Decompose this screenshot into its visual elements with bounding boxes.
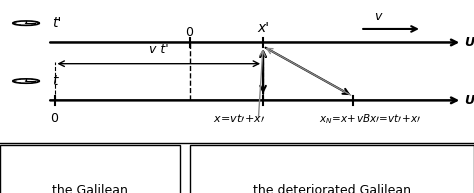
Text: U': U' bbox=[465, 36, 474, 49]
Text: v t': v t' bbox=[149, 43, 169, 56]
Text: v: v bbox=[374, 10, 382, 23]
Ellipse shape bbox=[13, 21, 39, 25]
Text: t': t' bbox=[52, 16, 62, 30]
Ellipse shape bbox=[13, 79, 39, 83]
Text: x': x' bbox=[257, 21, 269, 35]
FancyBboxPatch shape bbox=[190, 145, 474, 193]
Text: $x\!=\!vt\prime\!+\!x\prime$: $x\!=\!vt\prime\!+\!x\prime$ bbox=[213, 112, 265, 124]
FancyBboxPatch shape bbox=[0, 145, 180, 193]
Text: U: U bbox=[465, 94, 474, 107]
Text: t: t bbox=[52, 74, 58, 88]
Text: 0: 0 bbox=[51, 112, 58, 125]
Text: the Galilean: the Galilean bbox=[52, 184, 128, 193]
Text: the deteriorated Galilean: the deteriorated Galilean bbox=[253, 184, 411, 193]
Text: $x_N\!=\!x\!+\!vBx\prime\!=\!vt\prime\!+\!x\prime$: $x_N\!=\!x\!+\!vBx\prime\!=\!vt\prime\!+… bbox=[319, 112, 421, 126]
Text: 0: 0 bbox=[186, 26, 193, 39]
